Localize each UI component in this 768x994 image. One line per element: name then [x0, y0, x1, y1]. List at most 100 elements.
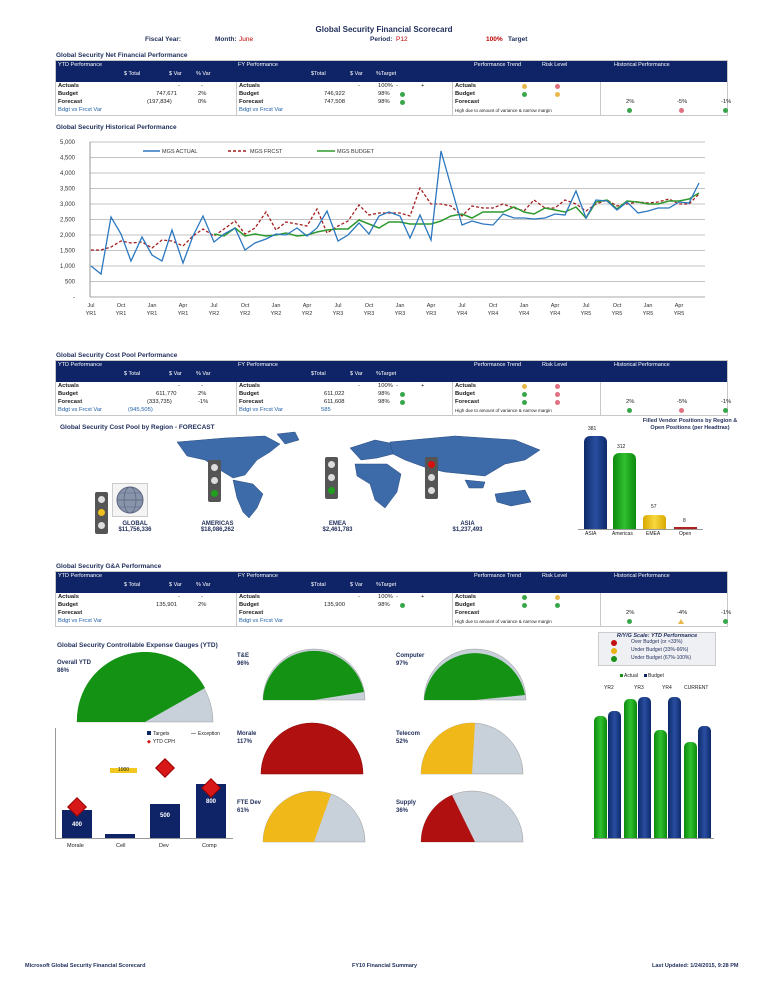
ytd-cph-marker-icon: [155, 758, 175, 778]
gauge-overall-label: Overall YTD 86%: [57, 660, 91, 674]
svg-text:-: -: [73, 295, 75, 301]
risk-dot-red: [555, 392, 560, 397]
status-dot-green: [400, 392, 405, 397]
col-total: $ Total: [124, 71, 141, 77]
month-label: Month:: [215, 36, 237, 43]
gauge-overall: [75, 651, 215, 724]
svg-text:2,000: 2,000: [60, 233, 76, 239]
page-title: Global Security Financial Scorecard: [315, 25, 453, 34]
historical-performance-chart: 5,000 4,500 4,000 3,500 3,000 2,500 2,000 1,…: [55, 132, 715, 332]
risk-dot-red: [555, 400, 560, 405]
bar-emea: [643, 515, 666, 529]
bar-open: [674, 527, 697, 529]
svg-text:4,500: 4,500: [60, 156, 76, 162]
net-financial-table: YTD Performance $ Total $ Var % Var FY P…: [55, 60, 731, 116]
hist-dot-green: [627, 408, 632, 413]
gauge-computer: [423, 648, 527, 701]
trend-dot-green: [522, 400, 527, 405]
table-body: Actuals Budget Forecast Bdgt vs Frcst Va…: [58, 382, 732, 415]
status-dot-green: [400, 603, 405, 608]
hist-dot-green: [627, 619, 632, 624]
period-label: Period:: [370, 36, 393, 43]
trend-dot-yellow: [522, 384, 527, 389]
region-section-title: Global Security Cost Pool by Region - FO…: [60, 424, 215, 431]
col-fy-ptarget: %Target: [376, 71, 397, 77]
svg-text:YR3: YR3: [395, 311, 406, 317]
world-map: [165, 430, 555, 520]
col-trend: Performance Trend: [474, 62, 522, 68]
svg-text:Oct: Oct: [241, 303, 250, 309]
ga-section-title: Global Security G&A Performance: [56, 563, 162, 570]
globe-icon: [112, 483, 148, 517]
col-fy-total: $Total: [311, 71, 326, 77]
svg-text:Apr: Apr: [427, 303, 436, 309]
col-hist: Historical Performance: [614, 62, 670, 68]
svg-text:MGS BUDGET: MGS BUDGET: [337, 149, 375, 155]
legend-actual: Actual: [620, 673, 638, 679]
svg-text:1,000: 1,000: [60, 264, 76, 270]
hist-dot-green: [723, 408, 728, 413]
target-value[interactable]: 100%: [486, 36, 503, 43]
traffic-light-asia: [425, 457, 438, 499]
status-dot-green: [400, 100, 405, 105]
footer-right: Last Updated: 1/24/2015, 9:28 PM: [652, 963, 739, 969]
month-value[interactable]: June: [239, 36, 254, 43]
legend-ytd-cph: ◆ YTD CPH: [147, 739, 175, 745]
svg-text:Jul: Jul: [458, 303, 465, 309]
ga-table: YTD Performance $ Total $ Var % Var FY P…: [55, 571, 732, 627]
net-section-title: Global Security Net Financial Performanc…: [56, 52, 188, 59]
trend-dot-green: [522, 595, 527, 600]
svg-text:Oct: Oct: [117, 303, 126, 309]
risk-dot-green: [555, 603, 560, 608]
bvf-link[interactable]: Bdgt vs Frcst Var: [239, 407, 284, 413]
svg-text:1,500: 1,500: [60, 249, 76, 255]
hist-triangle-yellow: [678, 619, 684, 624]
svg-text:YR1: YR1: [116, 311, 127, 317]
legend-budget: Budget: [644, 673, 664, 679]
gauge-telecom: [420, 722, 524, 775]
svg-text:YR2: YR2: [240, 311, 251, 317]
bvf-link[interactable]: Bdgt vs Frcst Var: [58, 618, 103, 624]
svg-text:YR1: YR1: [147, 311, 158, 317]
bar-dev: 500: [150, 804, 180, 838]
svg-text:YR2: YR2: [209, 311, 220, 317]
table-body: Actuals Budget Forecast Bdgt vs Frcst Va…: [58, 593, 732, 626]
bvf-link[interactable]: Bdgt vs Frcst Var: [239, 107, 284, 113]
svg-text:YR2: YR2: [271, 311, 282, 317]
bvf-link[interactable]: Bdgt vs Frcst Var: [239, 618, 284, 624]
svg-text:4,000: 4,000: [60, 171, 76, 177]
col-pvar: % Var: [196, 71, 211, 77]
bar-americas: [613, 453, 636, 529]
bvf-link[interactable]: Bdgt vs Frcst Var: [58, 107, 103, 113]
svg-text:MGS FRCST: MGS FRCST: [250, 149, 283, 155]
svg-text:YR3: YR3: [426, 311, 437, 317]
svg-text:Jan: Jan: [644, 303, 653, 309]
status-dot-green: [400, 400, 405, 405]
period-value[interactable]: P12: [396, 36, 408, 43]
target-label: Target: [508, 36, 528, 43]
svg-text:YR3: YR3: [333, 311, 344, 317]
ryg-legend: R/Y/G Scale: YTD Performance Over Budget…: [598, 632, 716, 666]
svg-text:2,500: 2,500: [60, 218, 76, 224]
svg-text:Apr: Apr: [551, 303, 560, 309]
table-header: YTD Performance $ Total $ Var % Var FY P…: [56, 61, 727, 82]
svg-text:Jan: Jan: [272, 303, 281, 309]
svg-text:YR3: YR3: [364, 311, 375, 317]
svg-text:YR4: YR4: [550, 311, 561, 317]
svg-text:Jul: Jul: [582, 303, 589, 309]
svg-text:Oct: Oct: [613, 303, 622, 309]
svg-text:YR2: YR2: [302, 311, 313, 317]
svg-text:YR5: YR5: [643, 311, 654, 317]
hist-chart-title: Global Security Historical Performance: [56, 124, 177, 131]
bvf-link[interactable]: Bdgt vs Frcst Var: [58, 407, 103, 413]
risk-dot-red: [555, 384, 560, 389]
svg-text:YR1: YR1: [86, 311, 97, 317]
svg-text:500: 500: [65, 280, 76, 286]
svg-text:3,500: 3,500: [60, 187, 76, 193]
gauges-section-title: Global Security Controllable Expense Gau…: [57, 642, 218, 649]
region-americas: AMERICAS $18,086,262: [200, 521, 235, 533]
gauge-computer-label: Computer 97%: [396, 653, 425, 667]
gauge-telecom-label: Telecom 52%: [396, 731, 420, 745]
gauge-te-label: T&E 96%: [237, 653, 250, 667]
region-asia: ASIA $1,237,493: [452, 521, 483, 533]
